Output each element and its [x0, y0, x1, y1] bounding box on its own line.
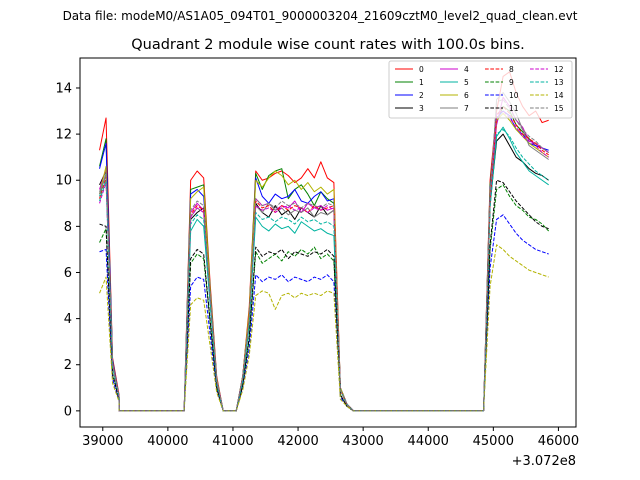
- y-tick-label: 4: [64, 312, 72, 327]
- y-tick-label: 2: [64, 358, 72, 373]
- legend-label-10: 10: [509, 91, 519, 100]
- legend-label-7: 7: [464, 104, 469, 113]
- legend-label-2: 2: [419, 91, 424, 100]
- legend-label-9: 9: [509, 78, 514, 87]
- y-tick-label: 12: [55, 128, 72, 143]
- x-tick-label: 46000: [538, 434, 579, 449]
- plot-frame: [79, 57, 577, 428]
- legend-label-13: 13: [554, 78, 564, 87]
- x-tick-label: 43000: [342, 434, 383, 449]
- legend-label-0: 0: [419, 65, 424, 74]
- legend-box: [388, 60, 573, 119]
- legend-label-1: 1: [419, 78, 424, 87]
- legend-label-3: 3: [419, 104, 424, 113]
- y-tick-label: 14: [55, 81, 72, 96]
- series-layer: [99, 71, 550, 412]
- x-offset-label: +3.072e8: [512, 454, 576, 469]
- legend-label-11: 11: [509, 104, 519, 113]
- x-tick-label: 41000: [212, 434, 253, 449]
- legend-label-12: 12: [554, 65, 564, 74]
- y-axis: 0 2 4 6 8 10 12 14: [55, 81, 80, 419]
- legend-label-8: 8: [509, 65, 514, 74]
- x-tick-label: 39000: [82, 434, 123, 449]
- legend-label-5: 5: [464, 78, 469, 87]
- legend-label-14: 14: [554, 91, 564, 100]
- legend-label-4: 4: [464, 65, 469, 74]
- y-tick-label: 0: [64, 404, 72, 419]
- x-tick-label: 40000: [147, 434, 188, 449]
- x-tick-label: 45000: [473, 434, 514, 449]
- y-tick-label: 6: [64, 266, 72, 281]
- x-tick-label: 42000: [277, 434, 318, 449]
- x-axis: 39000 40000 41000 42000 43000 44000 45000 46000: [82, 427, 579, 449]
- legend-label-6: 6: [464, 91, 469, 100]
- y-tick-label: 8: [64, 220, 72, 235]
- x-tick-label: 44000: [408, 434, 449, 449]
- legend-label-15: 15: [554, 104, 564, 113]
- y-tick-label: 10: [55, 174, 72, 189]
- data-file-suptitle: Data file: modeM0/AS1A05_094T01_90000032…: [63, 9, 578, 23]
- chart-title: Quadrant 2 module wise count rates with …: [131, 37, 525, 53]
- series-line-15: [99, 99, 549, 412]
